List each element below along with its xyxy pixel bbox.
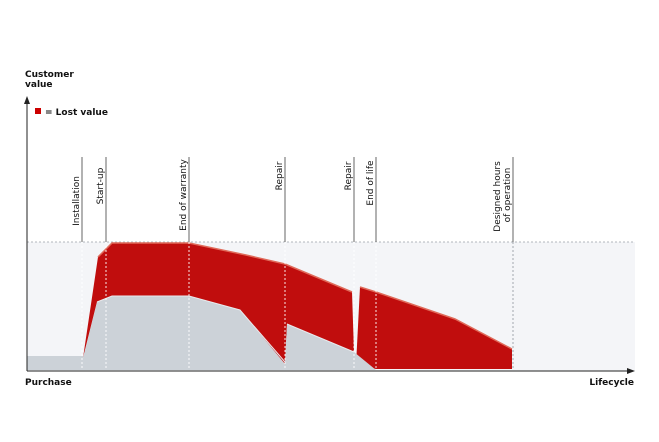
milestone-label-designed-hours: Designed hours of operation (493, 158, 513, 231)
milestone-labels: Installation Start-up End of warranty Re… (72, 158, 513, 231)
x-axis-arrow (627, 368, 635, 374)
legend-swatch (35, 108, 41, 114)
x-axis-start-label: Purchase (25, 378, 72, 388)
milestone-label-repair-2: Repair (344, 161, 354, 190)
milestone-label-end-of-life: End of life (366, 160, 376, 206)
delivered-value-area (27, 296, 376, 370)
y-axis-arrow (24, 96, 30, 104)
milestone-lines (81, 157, 514, 370)
lost-value-edge-1 (97, 242, 353, 293)
lost-value-area-1 (83, 243, 354, 364)
y-axis-label: Customer value (25, 70, 77, 90)
milestone-label-repair-1: Repair (275, 161, 285, 190)
legend: = Lost value (35, 108, 108, 118)
legend-label: = Lost value (45, 108, 108, 118)
milestone-label-end-of-warranty: End of warranty (179, 158, 189, 230)
delivered-value-edge-2 (286, 323, 355, 353)
x-axis-end-label: Lifecycle (589, 378, 634, 388)
milestone-label-start-up: Start-up (96, 167, 106, 204)
pre-installation-value (27, 356, 83, 370)
milestone-label-installation: Installation (72, 176, 82, 226)
lost-value-area-2 (356, 287, 512, 369)
lost-value-edge-2 (359, 286, 513, 350)
